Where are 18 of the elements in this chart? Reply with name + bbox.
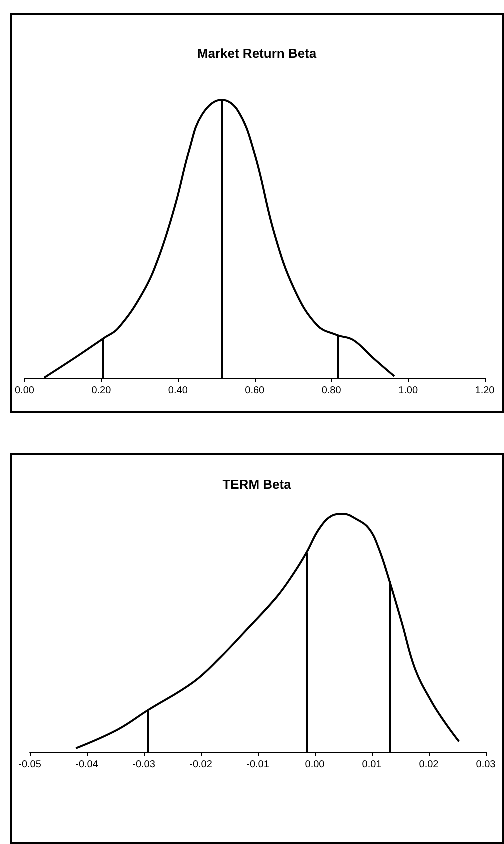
x-tick-label: 0.60 (245, 386, 266, 396)
x-tick-label: -0.05 (18, 760, 42, 770)
x-tick-label: -0.01 (246, 760, 270, 770)
x-tick-label: -0.03 (132, 760, 156, 770)
x-tick-label: 0.00 (305, 760, 326, 770)
chart-title: TERM Beta (222, 477, 292, 492)
x-tick-label: -0.04 (76, 760, 99, 770)
x-tick-label: 0.02 (419, 760, 440, 770)
chart-title: Market Return Beta (197, 46, 318, 61)
x-tick-label: 0.01 (362, 760, 382, 770)
x-tick-label: 0.03 (476, 760, 496, 770)
x-tick-label: 1.00 (398, 386, 418, 396)
x-tick-label: 0.20 (92, 386, 112, 396)
x-tick-label: 0.40 (168, 386, 188, 396)
x-tick-label: 1.20 (475, 386, 496, 396)
x-tick-label: 0.80 (322, 386, 342, 396)
x-tick-label: -0.02 (190, 760, 213, 770)
x-tick-label: 0.00 (14, 386, 35, 396)
